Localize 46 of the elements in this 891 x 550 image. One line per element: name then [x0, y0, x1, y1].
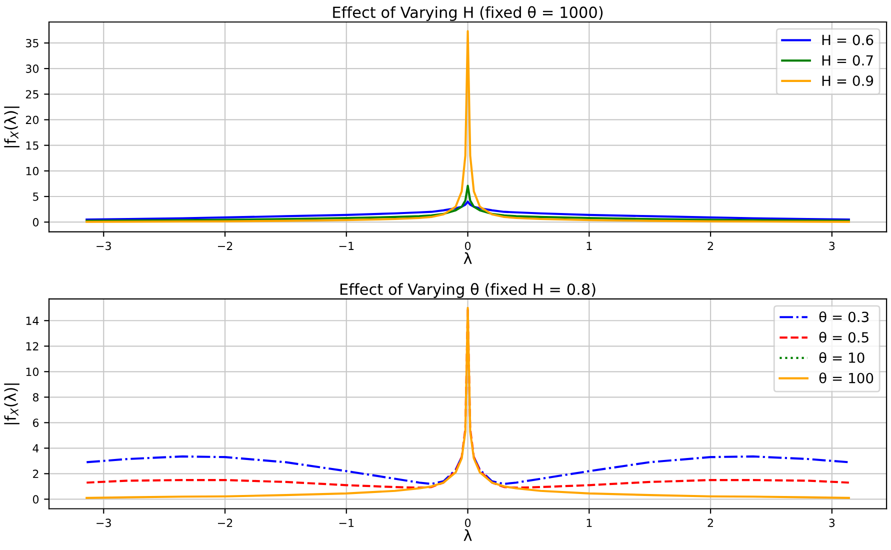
y-tick-label: 0	[32, 495, 39, 504]
legend-label: θ = 100	[819, 372, 874, 384]
legend-label: H = 0.9	[822, 76, 874, 86]
x-tick-label: 0	[464, 518, 471, 528]
x-tick-label: 2	[708, 518, 713, 527]
y-tick-label: 0	[32, 218, 39, 226]
y-tick-label: 30	[26, 64, 39, 73]
x-tick-label: −3	[96, 518, 111, 528]
x-tick-label: 3	[829, 518, 835, 528]
y-tick-label: 5	[33, 192, 38, 201]
line-series	[86, 30, 850, 223]
y-tick-label: 10	[26, 368, 39, 376]
x-tick-label: 1	[586, 242, 592, 250]
x-tick-label: −2	[218, 242, 232, 250]
y-axis-title: |f$_{X}$(λ)|	[4, 106, 20, 148]
x-tick-label: 1	[586, 518, 592, 527]
x-tick-label: −1	[339, 518, 354, 527]
y-tick-label: 10	[26, 166, 39, 176]
y-tick-label: 2	[33, 470, 38, 478]
x-tick-label: −2	[218, 518, 232, 527]
x-tick-label: 2	[708, 242, 713, 250]
y-tick-label: 4	[32, 444, 39, 452]
y-tick-label: 6	[32, 418, 39, 428]
x-axis-title: λ	[464, 529, 472, 541]
y-axis-title: |f$_{X}$(λ)|	[4, 384, 20, 424]
y-tick-label: 12	[26, 342, 38, 350]
line-series	[86, 184, 850, 222]
x-tick-label: −3	[96, 242, 111, 250]
legend-label: H = 0.6	[822, 34, 874, 46]
y-tick-label: 25	[26, 90, 38, 99]
line-series	[86, 200, 850, 221]
y-tick-label: 14	[26, 316, 39, 325]
legend-label: H = 0.7	[822, 55, 873, 66]
x-tick-label: 3	[829, 242, 835, 250]
chart-title: Effect of Varying θ (fixed H = 0.8)	[340, 283, 596, 298]
x-tick-label: −1	[339, 242, 354, 250]
legend-label: θ = 0.5	[819, 332, 868, 343]
legend-label: θ = 10	[819, 352, 864, 363]
chart-title: Effect of Varying H (fixed θ = 1000)	[333, 6, 603, 22]
y-tick-label: 35	[26, 38, 38, 48]
x-axis-title: λ	[464, 252, 472, 264]
legend-label: θ = 0.3	[819, 311, 869, 322]
y-tick-label: 20	[26, 116, 39, 124]
x-tick-label: 0	[464, 242, 471, 250]
y-tick-label: 8	[32, 393, 39, 402]
y-tick-label: 15	[26, 141, 38, 150]
